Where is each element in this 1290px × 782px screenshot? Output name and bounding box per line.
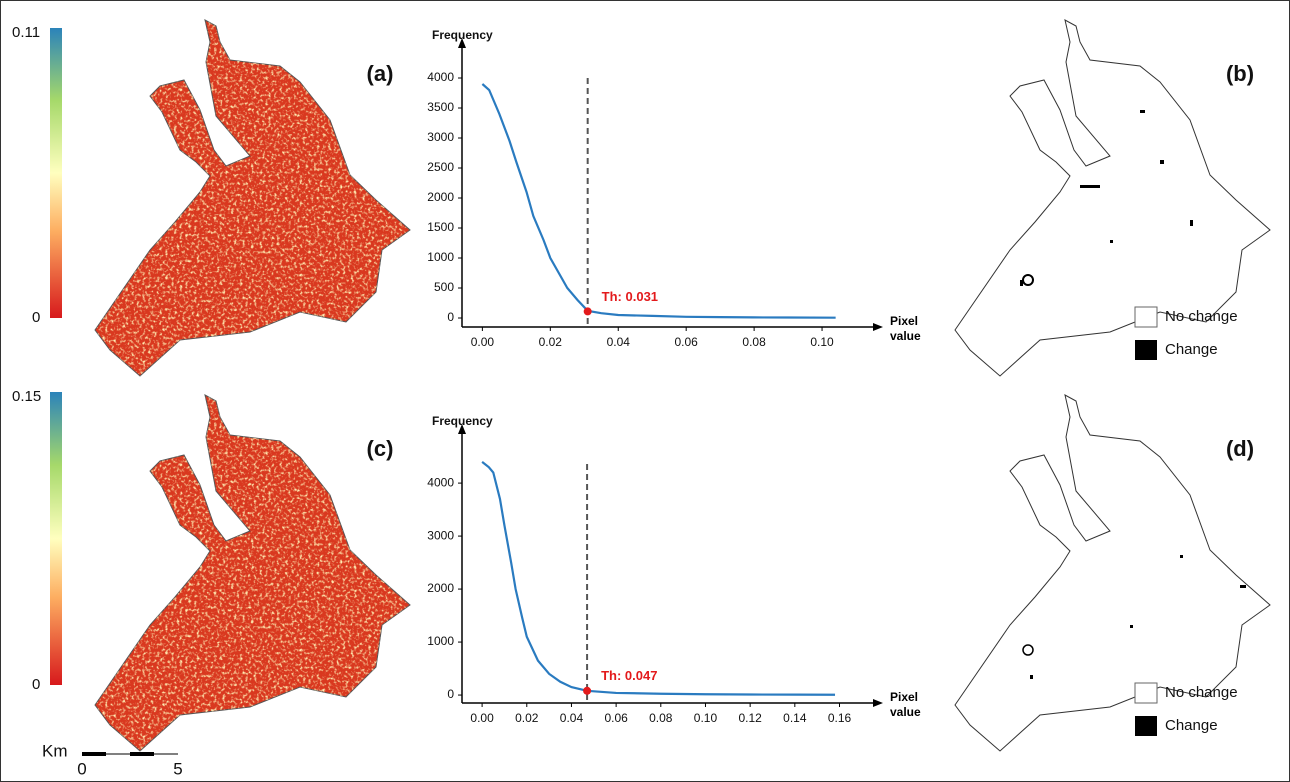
y-tick-label: 1000 bbox=[427, 634, 454, 648]
threshold-point bbox=[584, 307, 592, 315]
panel-label: (c) bbox=[367, 436, 394, 461]
x-tick-label: 0.06 bbox=[604, 711, 628, 725]
x-axis-label: Pixel value bbox=[890, 690, 940, 720]
legend-swatch bbox=[1135, 683, 1157, 703]
x-tick-label: 0.10 bbox=[694, 711, 718, 725]
x-tick-label: 0.00 bbox=[471, 335, 495, 349]
y-axis-label: Frequency bbox=[432, 414, 493, 428]
legend-swatch bbox=[1135, 340, 1157, 360]
x-tick-label: 0.10 bbox=[810, 335, 834, 349]
x-tick-label: 0.06 bbox=[675, 335, 699, 349]
x-tick-label: 0.08 bbox=[742, 335, 766, 349]
legend-swatch bbox=[1135, 716, 1157, 736]
scale-tick-label: 5 bbox=[173, 759, 182, 778]
y-tick-label: 3000 bbox=[427, 528, 454, 542]
y-tick-label: 2000 bbox=[427, 581, 454, 595]
figure: Frequency0500100015002000250030003500400… bbox=[0, 0, 1290, 782]
legend-swatch bbox=[1135, 307, 1157, 327]
y-tick-label: 3500 bbox=[427, 100, 454, 114]
y-tick-label: 2500 bbox=[427, 160, 454, 174]
y-tick-label: 4000 bbox=[427, 70, 454, 84]
y-tick-label: 4000 bbox=[427, 475, 454, 489]
x-tick-label: 0.08 bbox=[649, 711, 673, 725]
x-tick-label: 0.02 bbox=[539, 335, 563, 349]
x-tick-label: 0.14 bbox=[783, 711, 807, 725]
x-tick-label: 0.02 bbox=[515, 711, 539, 725]
figure-canvas: Frequency0500100015002000250030003500400… bbox=[0, 0, 1290, 782]
threshold-point bbox=[583, 687, 591, 695]
y-tick-label: 1000 bbox=[427, 250, 454, 264]
colorbar bbox=[50, 392, 62, 685]
x-tick-label: 0.04 bbox=[560, 711, 584, 725]
legend-label: Change bbox=[1165, 717, 1218, 734]
x-arrow bbox=[873, 323, 883, 331]
y-axis-label: Frequency bbox=[432, 28, 493, 42]
threshold-label: Th: 0.031 bbox=[602, 289, 658, 304]
x-arrow bbox=[873, 699, 883, 707]
y-tick-label: 500 bbox=[434, 280, 454, 294]
x-tick-label: 0.04 bbox=[607, 335, 631, 349]
map-a bbox=[95, 20, 410, 376]
colorbar-max: 0.15 bbox=[12, 388, 41, 405]
legend-label: Change bbox=[1165, 341, 1218, 358]
panel-label: (d) bbox=[1226, 436, 1254, 461]
x-tick-label: 0.16 bbox=[828, 711, 852, 725]
panel-label: (a) bbox=[367, 61, 394, 86]
scale-tick-label: 0 bbox=[77, 759, 86, 778]
y-tick-label: 0 bbox=[447, 310, 454, 324]
colorbar-min: 0 bbox=[32, 676, 40, 693]
colorbar bbox=[50, 28, 62, 318]
map-c bbox=[95, 395, 410, 751]
colorbar-min: 0 bbox=[32, 309, 40, 326]
y-tick-label: 1500 bbox=[427, 220, 454, 234]
y-tick-label: 3000 bbox=[427, 130, 454, 144]
line bbox=[482, 462, 835, 695]
legend-label: No change bbox=[1165, 684, 1238, 701]
threshold-label: Th: 0.047 bbox=[601, 668, 657, 683]
y-tick-label: 2000 bbox=[427, 190, 454, 204]
x-axis-label: Pixel value bbox=[890, 314, 940, 344]
x-tick-label: 0.12 bbox=[738, 711, 762, 725]
colorbar-max: 0.11 bbox=[12, 24, 40, 41]
line bbox=[482, 84, 835, 318]
y-tick-label: 0 bbox=[447, 687, 454, 701]
x-tick-label: 0.00 bbox=[470, 711, 494, 725]
scale-unit: Km bbox=[42, 741, 68, 760]
panel-label: (b) bbox=[1226, 61, 1254, 86]
legend-label: No change bbox=[1165, 308, 1238, 325]
